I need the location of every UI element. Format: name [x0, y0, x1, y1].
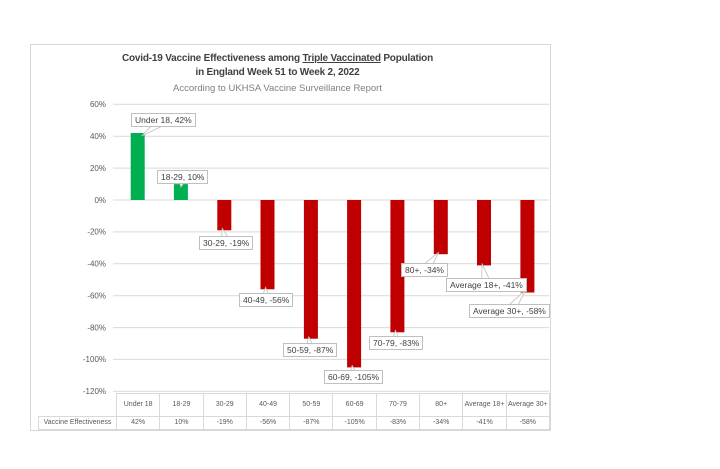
y-axis-tick-label: -60%: [87, 292, 106, 301]
y-axis-tick-label: -80%: [87, 323, 106, 332]
title-text-prefix: Covid-19 Vaccine Effectiveness among: [121, 53, 303, 64]
table-series-label: Vaccine Effectiveness: [38, 416, 117, 430]
data-label-60-69: 60-69, -105%: [324, 370, 384, 384]
table-value-cell: -58%: [505, 416, 550, 430]
table-header-cell: 18-29: [159, 393, 204, 417]
plot-area: 60% 40% 20% 0% -20% -40% -60% -80% -100% -120%: [83, 100, 549, 396]
y-axis-tick-label: -120%: [83, 387, 106, 396]
table-value-cell: -105%: [332, 416, 377, 430]
title-text-underlined: Triple Vaccinated: [302, 53, 381, 64]
table-value-cell: -87%: [289, 416, 334, 430]
chart-subtitle: According to UKHSA Vaccine Surveillance …: [173, 83, 382, 94]
bar-Average 30+: [520, 200, 535, 293]
bar-Average 18+: [477, 200, 491, 266]
data-label-40-49: 40-49, -56%: [239, 293, 294, 307]
chart-title-line2: in England Week 51 to Week 2, 2022: [195, 67, 360, 78]
chart-title-block: Covid-19 Vaccine Effectiveness among Tri…: [31, 45, 550, 96]
chart-panel: 60% 40% 20% 0% -20% -40% -60% -80% -100% -120% Un…: [30, 44, 551, 431]
data-label-50-59: 50-59, -87%: [283, 343, 338, 357]
title-text-suffix: Population: [380, 53, 433, 64]
table-value-cell: -83%: [375, 416, 421, 430]
data-labels-layer: Under 18, 42% 18-29, 10% 30-29, -19% 40-49,…: [31, 45, 550, 430]
table-corner-cell: [39, 394, 117, 417]
y-axis-tick-label: 60%: [90, 100, 106, 109]
data-label-18-29: 18-29, 10%: [157, 170, 209, 184]
table-header-cell: 30-29: [202, 393, 247, 417]
table-header-cell: 60-69: [332, 393, 377, 417]
bar-18-29: [173, 184, 188, 200]
table-header-cell: 80+: [419, 393, 464, 417]
bar-Under 18: [130, 133, 145, 200]
bar-70-79: [390, 200, 405, 333]
data-label-80+: 80+, -34%: [401, 263, 448, 277]
y-axis-tick-label: 40%: [90, 132, 106, 141]
table-header-cell: Under 18: [115, 393, 161, 417]
y-axis-tick-label: -100%: [83, 355, 106, 364]
bar-60-69: [347, 200, 362, 368]
chart-title-line1: Covid-19 Vaccine Effectiveness among Tri…: [31, 52, 524, 66]
y-axis-tick-label: -20%: [87, 228, 106, 237]
table-value-cell: 10%: [159, 416, 204, 430]
data-label-Average 30+: Average 30+, -58%: [469, 304, 550, 318]
table-value-cell: -19%: [202, 416, 247, 430]
bar-30-29: [217, 200, 232, 231]
bar-40-49: [260, 200, 275, 290]
data-label-Under 18: Under 18, 42%: [131, 113, 196, 127]
table-header-cell: 40-49: [245, 393, 291, 417]
y-axis-tick-label: -40%: [87, 260, 106, 269]
table-header-cell: Average 30+: [505, 393, 550, 417]
table-header-cell: 70-79: [375, 393, 421, 417]
y-axis-tick-label: 0%: [94, 196, 106, 205]
bar-50-59: [303, 200, 318, 339]
y-axis-tick-label: 20%: [90, 164, 106, 173]
table-value-cell: 42%: [115, 416, 161, 430]
data-table: Under 18 18-29 30-29 40-49 50-59 60-69 70-79 80…: [38, 393, 550, 430]
data-label-30-29: 30-29, -19%: [199, 236, 254, 250]
table-value-cell: -34%: [419, 416, 464, 430]
bar-80+: [433, 200, 448, 255]
data-label-Average 18+: Average 18+, -41%: [446, 278, 527, 292]
table-value-cell: -41%: [462, 416, 507, 430]
table-value-cell: -56%: [245, 416, 291, 430]
table-header-cell: 50-59: [289, 393, 334, 417]
table-header-cell: Average 18+: [462, 393, 507, 417]
data-label-70-79: 70-79, -83%: [369, 336, 424, 350]
